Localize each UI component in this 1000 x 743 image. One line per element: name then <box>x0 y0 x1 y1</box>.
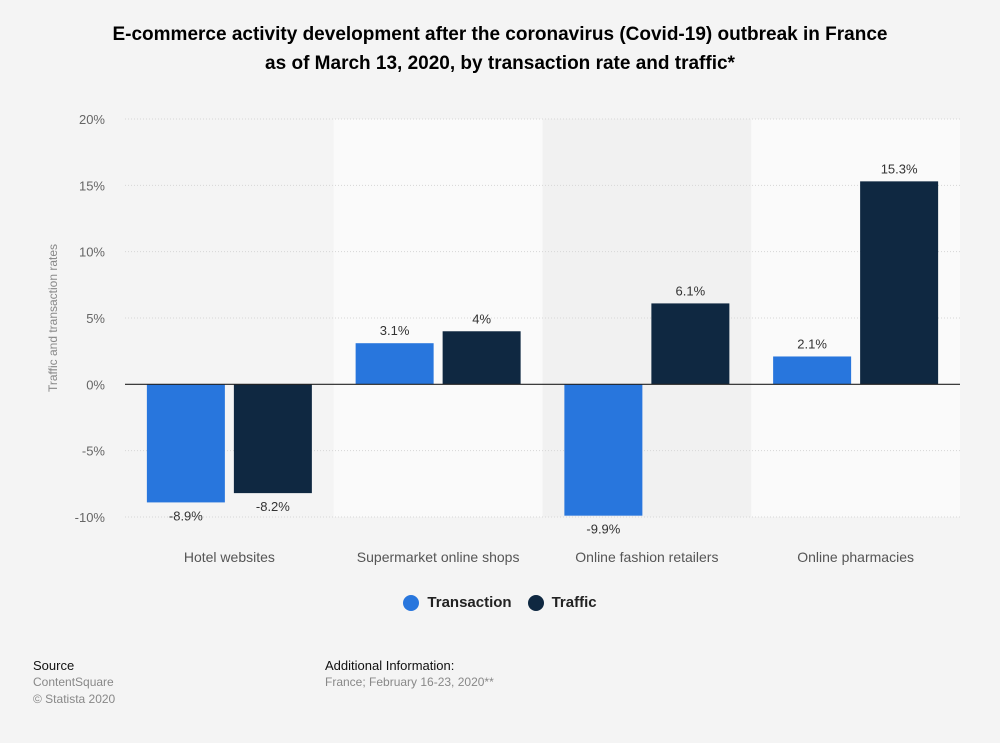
additional-info-block: Additional Information: France; February… <box>325 657 494 691</box>
bar-traffic <box>651 303 730 385</box>
legend-item-transaction[interactable]: Transaction <box>403 594 512 611</box>
additional-info-text: France; February 16-23, 2020** <box>325 675 494 689</box>
data-label: 3.1% <box>380 323 410 338</box>
y-tick-label: -10% <box>75 510 106 525</box>
bar-transaction <box>146 384 225 503</box>
title-line-1: E-commerce activity development after th… <box>112 24 888 45</box>
data-label: 6.1% <box>676 283 706 298</box>
y-tick-label: 0% <box>86 377 105 392</box>
legend-marker-icon <box>527 594 544 611</box>
source-heading: Source <box>33 658 75 673</box>
x-tick-label: Online fashion retailers <box>575 549 718 565</box>
bar-traffic <box>860 181 939 385</box>
data-label: 15.3% <box>881 161 918 176</box>
x-tick-label: Online pharmacies <box>797 549 914 565</box>
data-label: 2.1% <box>797 336 827 351</box>
legend: Transaction Traffic <box>0 594 1000 611</box>
y-tick-label: 5% <box>86 311 105 326</box>
source-block: Source ContentSquare © Statista 2020 <box>33 657 115 708</box>
title-line-2: as of March 13, 2020, by transaction rat… <box>265 53 735 74</box>
chart-title: E-commerce activity development after th… <box>0 20 1000 78</box>
bar-transaction <box>564 384 643 516</box>
y-axis-label: Traffic and transaction rates <box>46 244 60 392</box>
y-tick-label: 10% <box>79 245 105 260</box>
y-tick-label: 20% <box>79 112 105 127</box>
legend-label: Traffic <box>551 594 597 611</box>
bar-transaction <box>773 356 852 385</box>
legend-item-traffic[interactable]: Traffic <box>527 594 597 611</box>
source-name[interactable]: ContentSquare <box>33 675 114 689</box>
bar-traffic <box>442 331 521 385</box>
bar-traffic <box>233 384 312 494</box>
data-label: -9.9% <box>586 522 620 537</box>
y-tick-label: -5% <box>82 444 106 459</box>
legend-marker-icon <box>403 594 420 611</box>
bar-transaction <box>355 343 434 385</box>
data-label: -8.2% <box>256 499 290 514</box>
x-tick-label: Supermarket online shops <box>357 549 520 565</box>
y-tick-label: 15% <box>79 178 105 193</box>
x-tick-label: Hotel websites <box>184 549 275 565</box>
legend-label: Transaction <box>427 594 512 611</box>
copyright: © Statista 2020 <box>33 692 116 706</box>
data-label: 4% <box>472 311 491 326</box>
data-label: -8.9% <box>169 508 203 523</box>
additional-info-heading: Additional Information: <box>325 658 455 673</box>
